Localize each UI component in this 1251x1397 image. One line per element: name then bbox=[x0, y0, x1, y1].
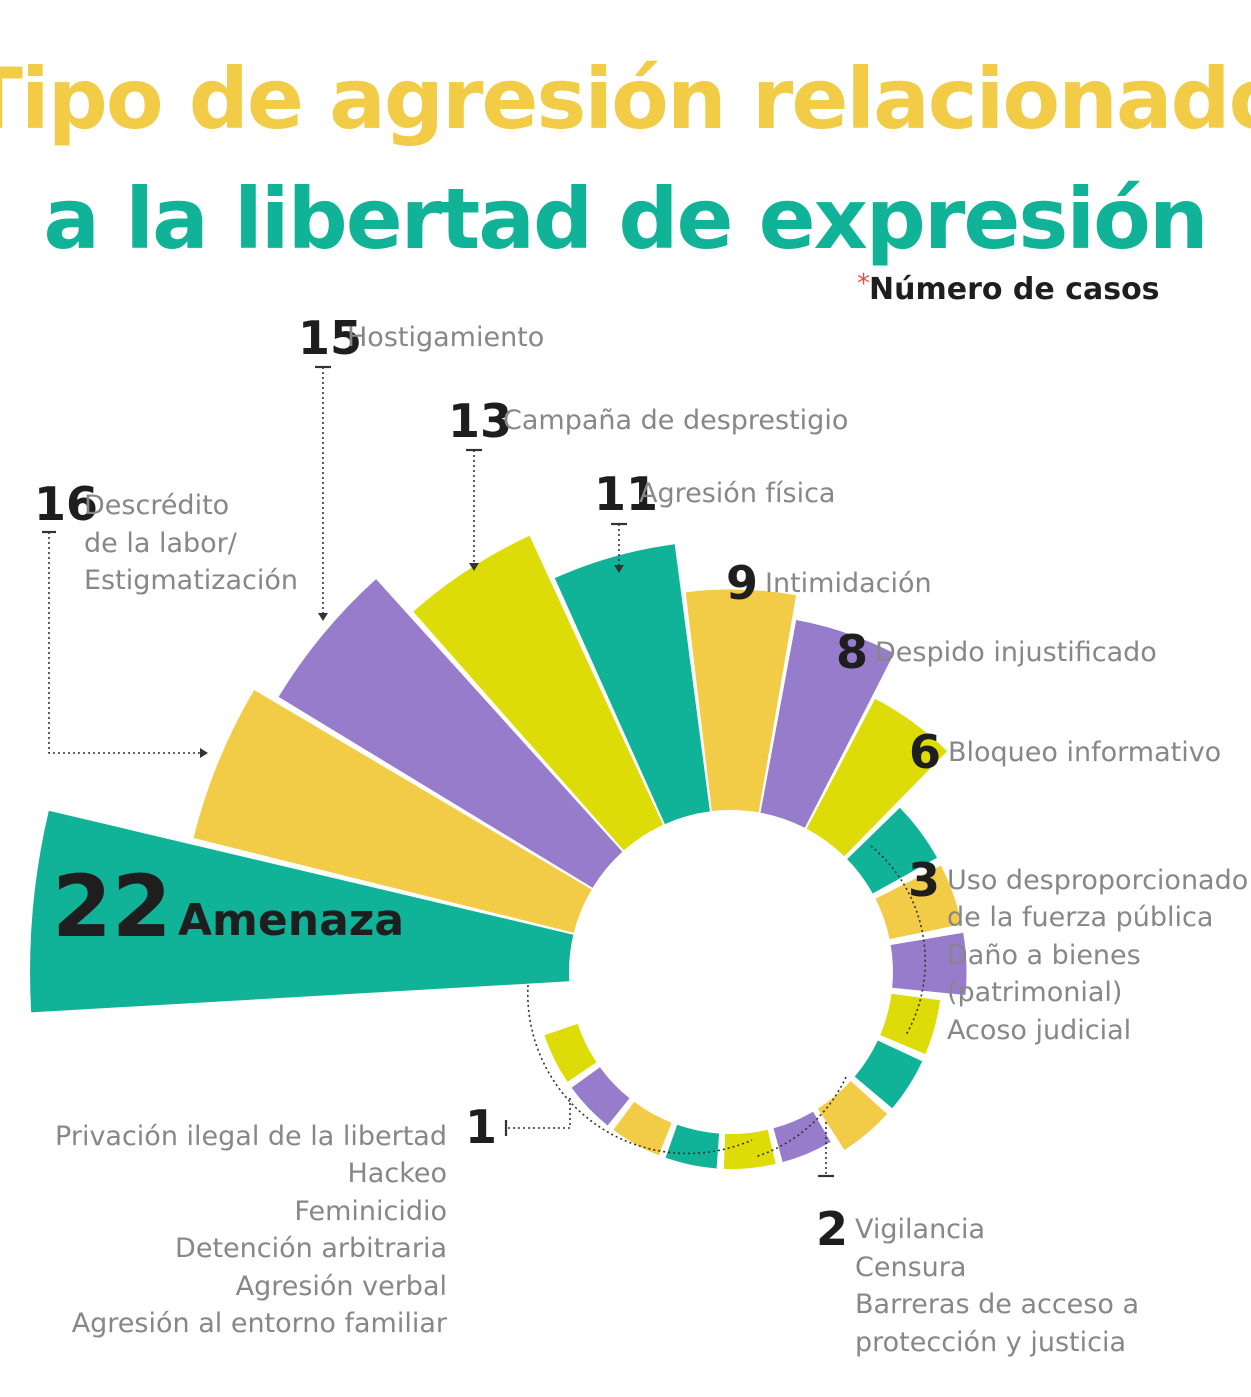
bar-10 bbox=[890, 932, 967, 995]
arrow-11 bbox=[614, 565, 624, 573]
subtitle-asterisk: * bbox=[857, 269, 870, 299]
bar-12 bbox=[854, 1040, 923, 1109]
bracket-3 bbox=[870, 845, 927, 1036]
bar-11 bbox=[880, 993, 941, 1055]
arrow-15 bbox=[318, 613, 328, 621]
category-label-descredito-1: Descrédito bbox=[84, 490, 229, 521]
bar-18 bbox=[571, 1067, 630, 1126]
leader-1 bbox=[508, 1095, 571, 1129]
leader-16 bbox=[48, 532, 200, 754]
value-label-6: 6 bbox=[909, 725, 941, 779]
category-label-privacion: Privación ilegal de la libertad bbox=[55, 1121, 447, 1152]
category-label-feminicidio: Feminicidio bbox=[294, 1196, 447, 1227]
bar-3 bbox=[413, 535, 663, 851]
category-label-uso-2: de la fuerza pública bbox=[947, 902, 1213, 933]
value-label-2: 2 bbox=[816, 1202, 848, 1256]
bar-4 bbox=[554, 544, 710, 825]
category-label-agresion-verbal: Agresión verbal bbox=[236, 1271, 447, 1302]
category-label-uso-1: Uso desproporcionado bbox=[947, 865, 1248, 896]
bars-group bbox=[30, 535, 967, 1170]
value-label-16: 16 bbox=[34, 477, 98, 531]
bar-5 bbox=[685, 589, 797, 813]
bar-2 bbox=[278, 579, 623, 888]
value-label-3: 3 bbox=[908, 853, 940, 907]
category-label-barreras-2: protección y justicia bbox=[855, 1327, 1126, 1358]
category-label-censura: Censura bbox=[855, 1252, 966, 1283]
bar-8 bbox=[847, 807, 937, 894]
category-label-bloqueo: Bloqueo informativo bbox=[948, 737, 1221, 768]
bar-13 bbox=[818, 1081, 888, 1150]
bar-15 bbox=[723, 1129, 776, 1170]
value-label-9: 9 bbox=[726, 556, 758, 610]
value-label-15: 15 bbox=[298, 311, 362, 365]
category-label-descredito-2: de la labor/ bbox=[84, 528, 238, 559]
arrow-13 bbox=[469, 563, 479, 571]
bar-0 bbox=[30, 810, 574, 1013]
value-label-13: 13 bbox=[448, 394, 512, 448]
category-label-dano-1: Daño a bienes bbox=[947, 940, 1141, 971]
bar-16 bbox=[665, 1124, 720, 1169]
category-label-amenaza: Amenaza bbox=[178, 895, 404, 946]
bracket-2 bbox=[754, 1076, 847, 1158]
category-label-dano-2: (patrimonial) bbox=[947, 977, 1122, 1008]
category-label-hostigamiento: Hostigamiento bbox=[347, 322, 544, 353]
value-label-22: 22 bbox=[52, 857, 172, 957]
category-label-vigilancia: Vigilancia bbox=[855, 1214, 985, 1245]
bar-14 bbox=[773, 1111, 831, 1163]
bar-17 bbox=[613, 1101, 672, 1156]
category-label-barreras-1: Barreras de acceso a bbox=[855, 1289, 1139, 1320]
category-label-agresion-fisica: Agresión física bbox=[639, 478, 835, 509]
bar-1 bbox=[193, 690, 592, 933]
category-label-detencion: Detención arbitraria bbox=[175, 1233, 447, 1264]
category-label-despido: Despido injustificado bbox=[875, 637, 1157, 668]
leader-lines bbox=[42, 365, 927, 1178]
bar-6 bbox=[760, 620, 895, 828]
category-label-hackeo: Hackeo bbox=[348, 1158, 448, 1189]
title-line-2: a la libertad de expresión bbox=[43, 170, 1206, 268]
category-label-descredito-3: Estigmatización bbox=[84, 565, 298, 596]
value-label-1: 1 bbox=[465, 1100, 497, 1154]
subtitle: Número de casos bbox=[869, 272, 1160, 307]
title-line-1: Tipo de agresión relacionado bbox=[0, 50, 1251, 148]
category-label-acoso: Acoso judicial bbox=[947, 1015, 1131, 1046]
bar-9 bbox=[875, 865, 962, 940]
category-label-intimidacion: Intimidación bbox=[765, 568, 932, 599]
bar-7 bbox=[806, 698, 948, 857]
category-label-campana: Campaña de desprestigio bbox=[503, 405, 848, 436]
bar-19 bbox=[544, 1023, 597, 1082]
value-label-8: 8 bbox=[836, 625, 868, 679]
arrow-16 bbox=[200, 748, 208, 758]
category-label-entorno-familiar: Agresión al entorno familiar bbox=[72, 1308, 448, 1339]
value-label-11: 11 bbox=[594, 467, 658, 521]
